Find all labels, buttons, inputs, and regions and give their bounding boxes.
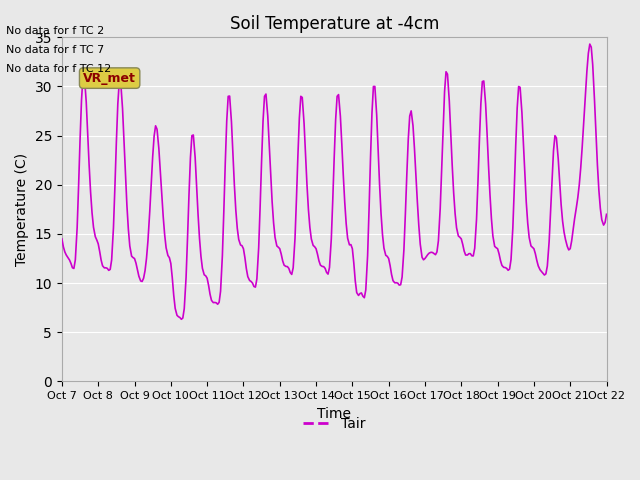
Text: VR_met: VR_met <box>83 72 136 84</box>
Text: No data for f TC 2: No data for f TC 2 <box>6 25 105 36</box>
Title: Soil Temperature at -4cm: Soil Temperature at -4cm <box>230 15 439 33</box>
Y-axis label: Temperature (C): Temperature (C) <box>15 153 29 266</box>
Text: No data for f TC 12: No data for f TC 12 <box>6 64 111 74</box>
Text: No data for f TC 7: No data for f TC 7 <box>6 45 105 55</box>
Legend: Tair: Tair <box>297 411 371 436</box>
X-axis label: Time: Time <box>317 407 351 420</box>
